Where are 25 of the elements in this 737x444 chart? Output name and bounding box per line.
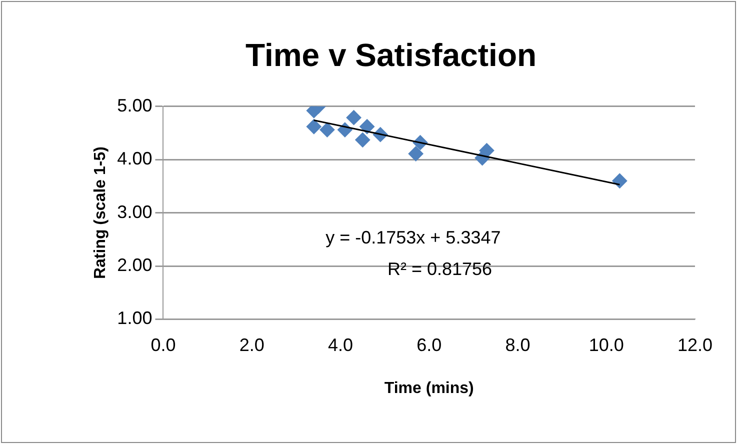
point xyxy=(479,143,494,158)
y-tick-label: 3.00 xyxy=(117,202,152,222)
x-axis-title: Time (mins) xyxy=(384,380,474,397)
x-tick-label: 0.0 xyxy=(150,334,176,355)
x-tick-label: 12.0 xyxy=(677,334,713,355)
y-tick-label: 4.00 xyxy=(117,148,152,169)
x-tick-label: 2.0 xyxy=(239,334,264,355)
point xyxy=(346,110,362,126)
x-tick-label: 6.0 xyxy=(416,334,442,355)
point xyxy=(306,119,322,134)
point xyxy=(360,119,375,134)
annotation: R² = 0.81756 xyxy=(387,259,492,280)
y-tick-label: 1.00 xyxy=(117,308,152,328)
annotation: y = -0.1753x + 5.3347 xyxy=(326,227,501,248)
point xyxy=(355,132,370,148)
point xyxy=(408,146,424,162)
point xyxy=(320,122,335,138)
y-tick-label: 2.00 xyxy=(117,254,152,275)
chart-title: Time v Satisfaction xyxy=(245,37,537,74)
y-tick-label: 5.00 xyxy=(117,95,152,116)
y-axis-title: Rating (scale 1-5) xyxy=(92,146,110,280)
point xyxy=(612,173,628,188)
x-tick-label: 4.0 xyxy=(328,334,354,355)
x-tick-label: 8.0 xyxy=(505,334,530,355)
x-tick-label: 10.0 xyxy=(588,334,624,355)
